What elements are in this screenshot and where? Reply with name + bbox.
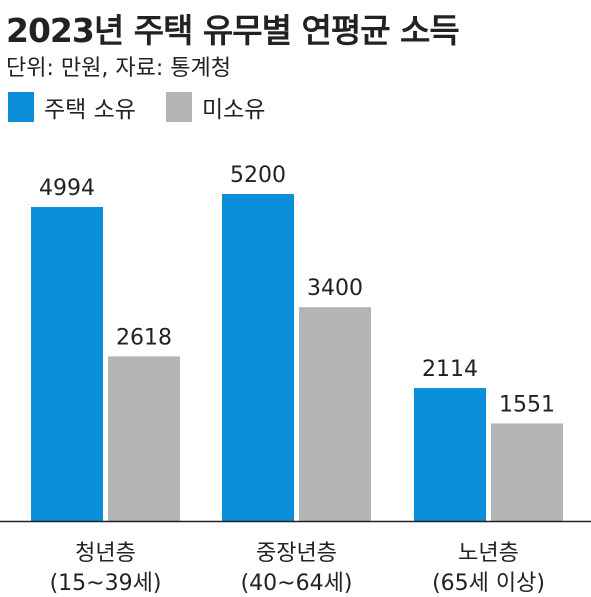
- legend: 주택 소유 미소유: [8, 90, 295, 124]
- bar-non-owner-1: [299, 307, 371, 521]
- legend-item-non-owner: 미소유: [165, 90, 266, 124]
- value-label-non-owner-1: 3400: [307, 276, 363, 301]
- category-label-2-0: 노년층: [458, 541, 519, 566]
- value-label-non-owner-2: 1551: [499, 392, 555, 417]
- value-label-non-owner-0: 2618: [116, 325, 172, 350]
- bar-owner-0: [31, 206, 103, 521]
- legend-label-non-owner: 미소유: [201, 97, 266, 123]
- bar-non-owner-2: [491, 423, 563, 521]
- bar-owner-2: [414, 388, 486, 521]
- category-label-0-0: 청년층: [75, 541, 136, 566]
- legend-item-owner: 주택 소유: [8, 90, 136, 124]
- bar-non-owner-0: [108, 356, 180, 521]
- category-label-0-1: (15~39세): [50, 571, 162, 596]
- value-label-owner-2: 2114: [422, 357, 478, 382]
- value-label-owner-1: 5200: [230, 163, 286, 188]
- category-label-1-0: 중장년층: [256, 541, 337, 566]
- bar-owner-1: [222, 194, 294, 521]
- legend-label-owner: 주택 소유: [44, 97, 136, 123]
- chart-title: 2023년 주택 유무별 연평균 소득: [6, 11, 460, 50]
- legend-swatch-non-owner: [165, 92, 192, 122]
- legend-swatch-owner: [8, 92, 34, 122]
- chart-subtitle: 단위: 만원, 자료: 통계청: [6, 56, 231, 81]
- category-label-1-1: (40~64세): [241, 571, 353, 596]
- category-label-2-1: (65세 이상): [432, 571, 545, 596]
- value-label-owner-0: 4994: [39, 176, 95, 201]
